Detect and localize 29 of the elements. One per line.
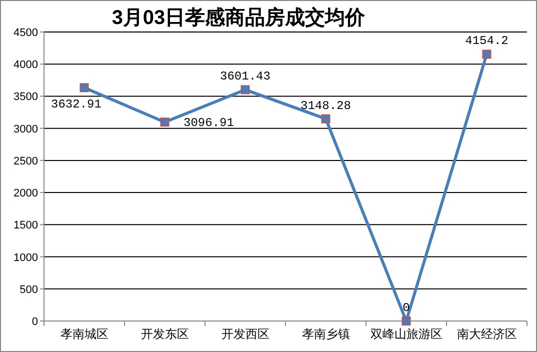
point [80,83,89,92]
x-tick-label: 南大经济区 [456,327,517,341]
y-tick-label: 0 [32,316,38,328]
point [482,50,492,59]
point [402,316,411,326]
data-label: 3601.43 [220,70,270,84]
y-tick-label: 2000 [14,188,38,200]
y-tick-label: 500 [20,284,38,296]
point [321,114,330,124]
y-tick-label: 2500 [14,155,38,168]
y-tick-label: 3500 [14,91,38,104]
x-tick-label: 开发西区 [221,327,270,341]
data-label: 3632.91 [51,98,102,112]
y-tick-label: 3000 [14,123,38,136]
y-tick-label: 1500 [14,220,38,232]
point [240,85,250,94]
point [160,118,170,127]
x-tick-label: 双峰山旅游区 [370,327,442,341]
data-label: 3148.28 [300,98,351,113]
y-tick-label: 4500 [14,27,38,39]
data-label: 4154.2 [465,34,508,48]
x-tick-label: 孝南乡镇 [302,327,350,341]
data-label: 3096.91 [184,116,234,130]
chart-title: 3月03日孝感商品房成交均价 [112,6,366,29]
y-tick-label: 4000 [14,59,38,72]
y-tick-label: 1000 [14,252,38,264]
x-tick-label: 开发东区 [140,327,189,341]
x-tick-label: 孝南城区 [60,327,108,341]
data-label: 0 [402,301,410,315]
